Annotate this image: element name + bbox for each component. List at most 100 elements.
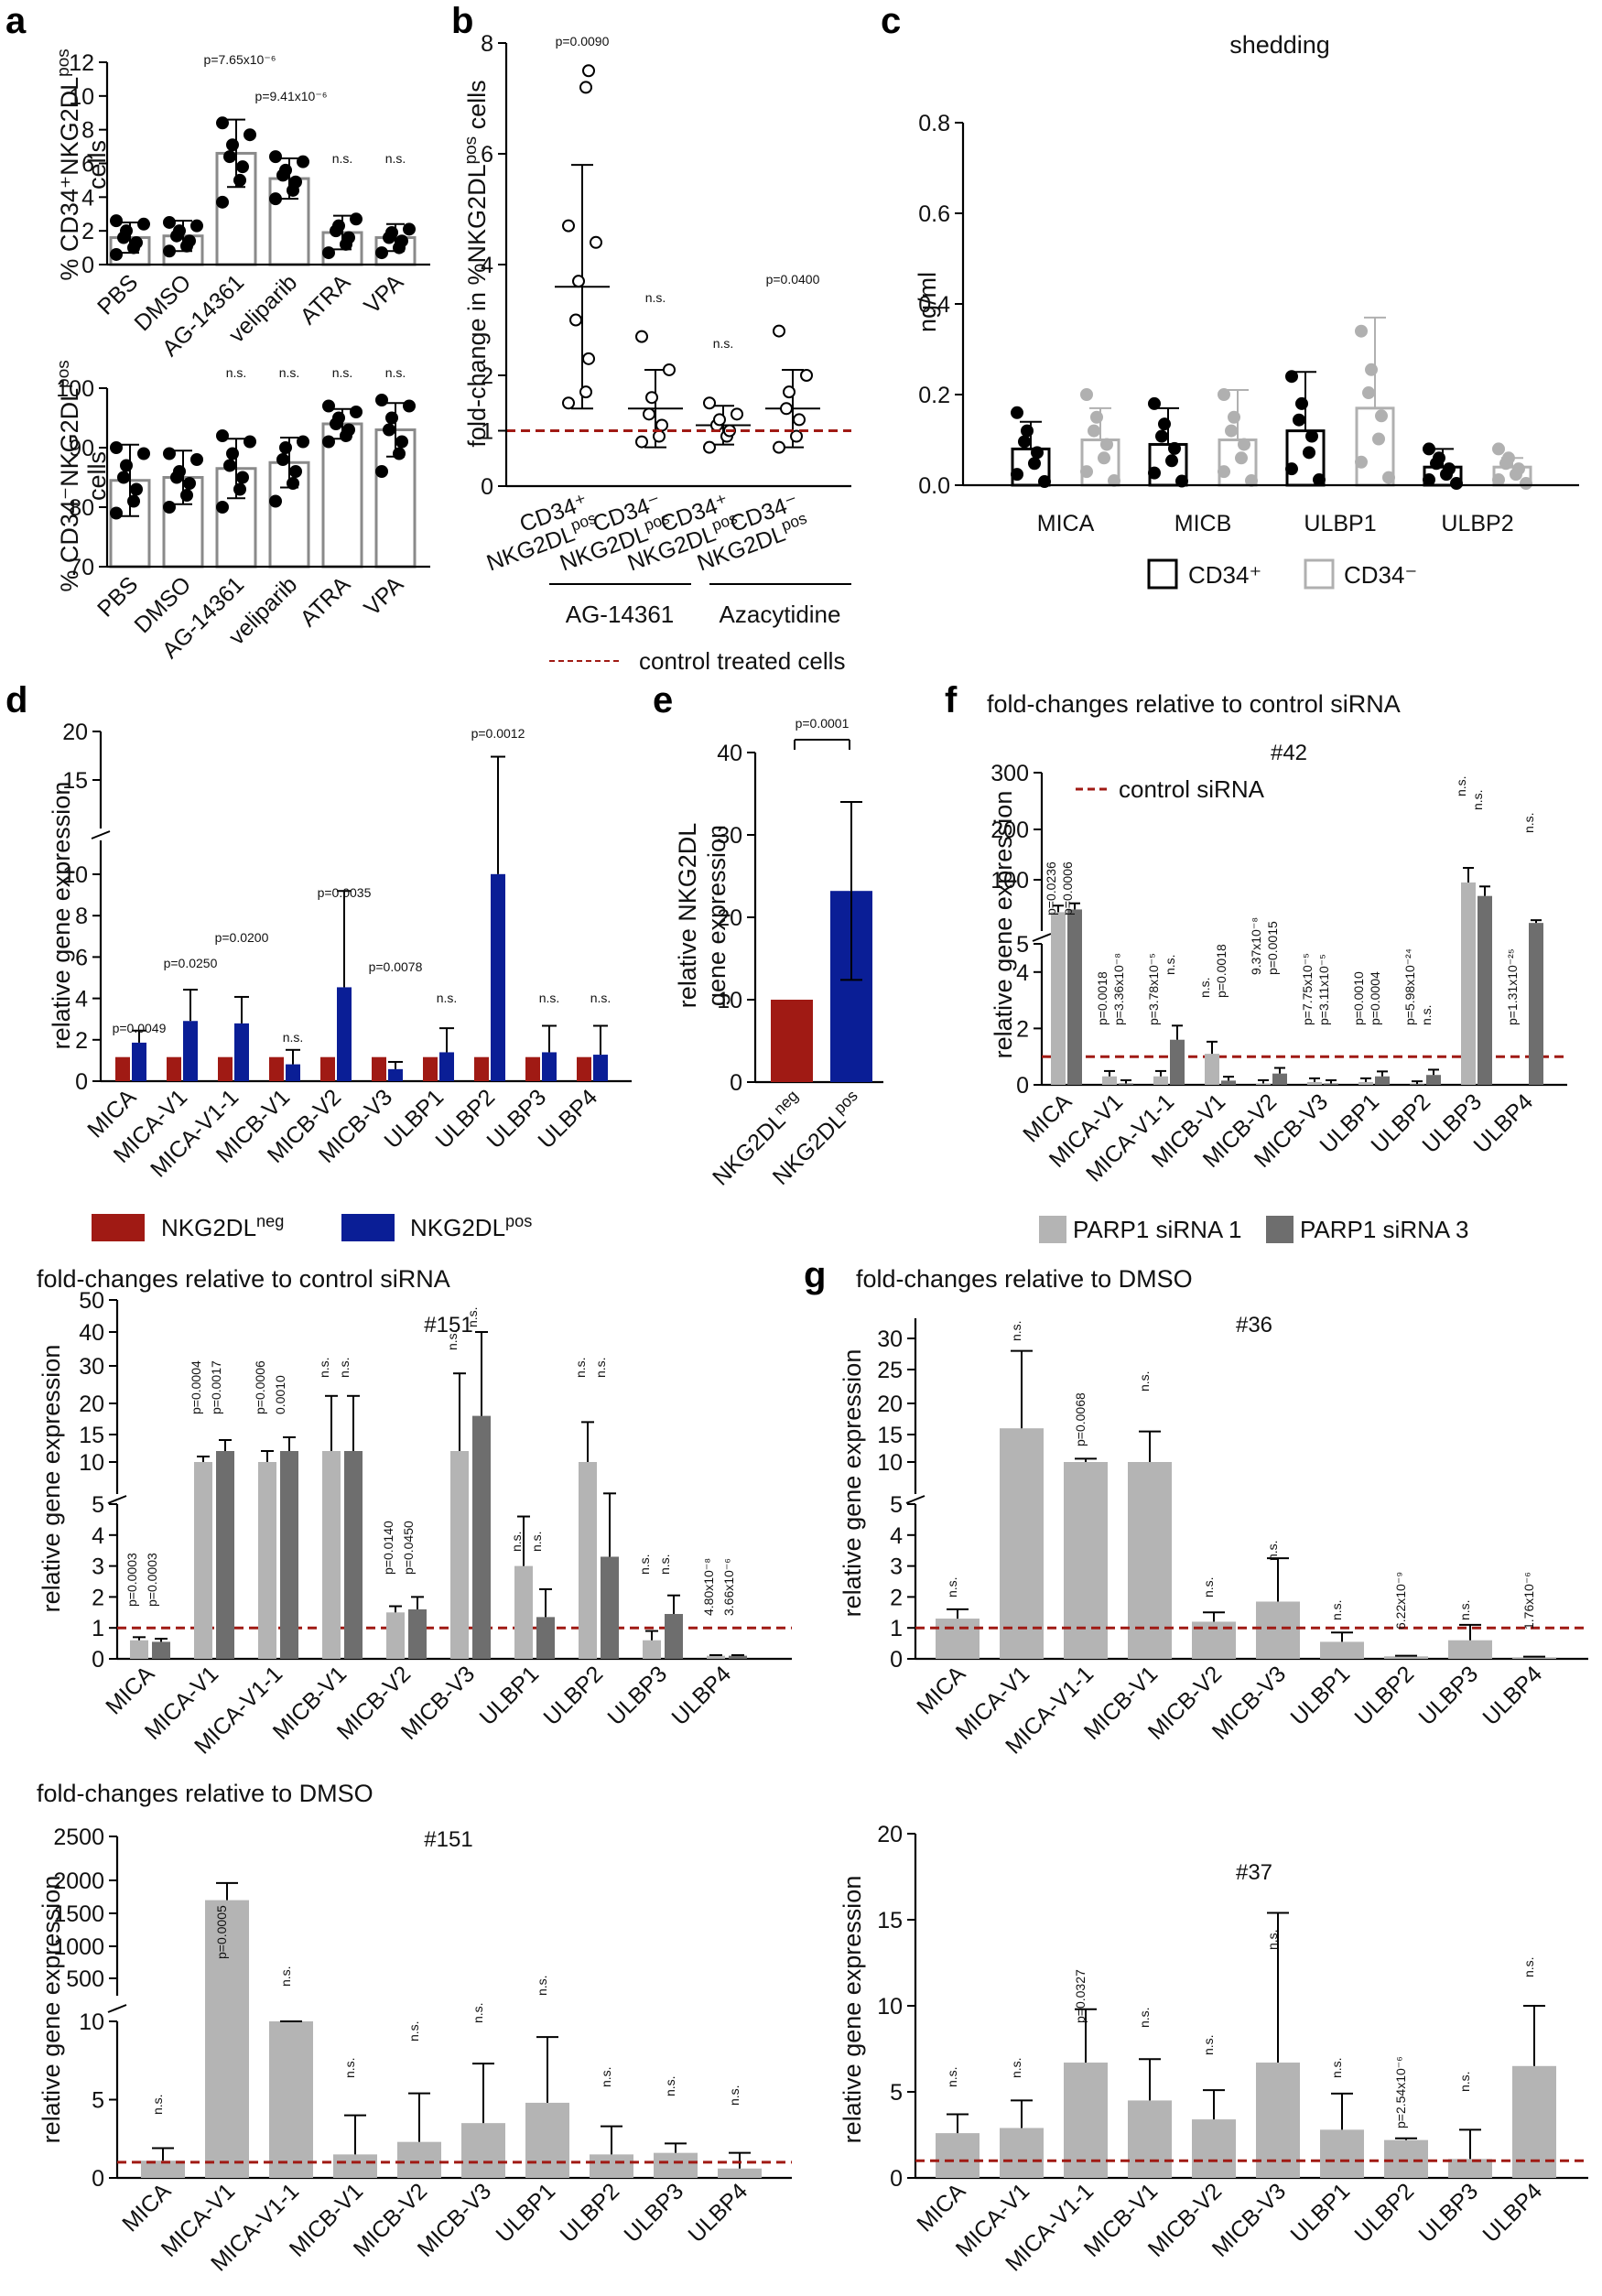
d-bar-pos: [388, 1068, 403, 1081]
f151-annotation: 0.0010: [273, 1375, 287, 1414]
f151-x-label: ULBP2: [538, 1661, 608, 1730]
g37-bar: [1064, 2063, 1108, 2178]
e-tick-label: 10: [717, 988, 742, 1013]
d-bar-pos: [337, 987, 352, 1081]
a-bottom-tick-label: 70: [69, 555, 94, 580]
b-group-label: AG-14361: [566, 601, 675, 628]
f42-annotation: p=0.0015: [1265, 921, 1280, 975]
f42-tick-label: 100: [990, 868, 1029, 893]
g37-x-label: ULBP3: [1413, 2178, 1483, 2247]
c-point: [1228, 410, 1240, 424]
dmso151-annotation: n.s.: [727, 2085, 741, 2106]
c-point: [1168, 441, 1181, 455]
b-annotation: p=0.0400: [766, 272, 820, 287]
a-bottom-point: [223, 459, 236, 472]
b-tick-label: 8: [481, 31, 493, 57]
a-top-point: [137, 217, 150, 231]
g37-tick-label: 10: [877, 1994, 903, 2020]
dmso151-tick-label: 0: [92, 2166, 104, 2192]
f151-title: fold-changes relative to control siRNA: [37, 1265, 450, 1293]
f151-tick-label: 50: [79, 1288, 104, 1314]
c-point: [1313, 473, 1326, 487]
a-top-point: [110, 214, 123, 228]
f42-tick-label: 2: [1016, 1016, 1029, 1042]
e-bar-neg: [771, 1000, 813, 1082]
dmso151-bar: [525, 2102, 569, 2178]
panel-label-c: c: [881, 1, 901, 41]
b-annotation: p=0.0090: [556, 34, 610, 49]
c-x-label: ULBP1: [1304, 511, 1376, 536]
dmso151-tick-label: 5: [92, 2088, 104, 2114]
c-point: [1155, 429, 1168, 443]
d-annotation: p=0.0250: [164, 956, 218, 970]
a-bottom-point: [190, 453, 203, 466]
f151-bar-sirna3: [601, 1556, 619, 1659]
g37-x-label: ULBP1: [1285, 2178, 1355, 2247]
a-top-tick-label: 4: [81, 185, 94, 211]
a-top-point: [322, 246, 335, 260]
f42-annotation: n.s.: [1419, 1004, 1434, 1025]
f151-bar-sirna1: [258, 1462, 276, 1659]
dmso151-bar: [590, 2154, 633, 2178]
d-annotation: p=0.0012: [471, 726, 525, 741]
f42-title: fold-changes relative to control siRNA: [987, 690, 1401, 718]
c-point: [1520, 477, 1532, 491]
g37-tick-label: 15: [877, 1908, 903, 1933]
d-bar-pos: [593, 1055, 608, 1081]
a-top-point: [120, 224, 133, 238]
dmso151-x-label: ULBP4: [683, 2178, 752, 2247]
a-bottom-point: [127, 494, 140, 508]
d-annotation: p=0.0049: [113, 1021, 167, 1035]
g37-bar: [1448, 2159, 1492, 2178]
f151-bar-sirna3: [216, 1451, 234, 1659]
f42-bar-sirna1: [1153, 1076, 1168, 1085]
c-point: [1382, 471, 1395, 484]
d-bar-pos: [439, 1052, 454, 1081]
f42-bar-sirna1: [1358, 1081, 1373, 1085]
c-point: [1148, 396, 1161, 410]
a-bottom-point: [276, 453, 289, 466]
dmso151-annotation: n.s.: [278, 1966, 293, 1987]
f151-bar-sirna1: [514, 1565, 533, 1659]
c-point: [1218, 465, 1230, 479]
f151-bar-sirna1: [386, 1612, 405, 1659]
f42-annotation: p=7.75x10⁻⁵: [1300, 953, 1315, 1025]
a-bottom-point: [393, 447, 406, 460]
d-break: [91, 830, 111, 839]
d-annotation: n.s.: [539, 991, 560, 1005]
d-bar-neg: [423, 1056, 438, 1081]
c-point: [1433, 451, 1445, 465]
b-point: [780, 402, 793, 416]
g36-x-label: ULBP1: [1285, 1661, 1355, 1730]
b-legend-label: control treated cells: [639, 647, 845, 675]
f-legend-label: PARP1 siRNA 1: [1073, 1216, 1241, 1243]
dmso151-bar: [718, 2168, 762, 2178]
g36-annotation: 6.22x10⁻⁹: [1393, 1572, 1408, 1630]
dmso151-bar: [269, 2021, 313, 2178]
a-top-x-label: ATRA: [296, 269, 356, 330]
g37-tick-label: 0: [890, 2166, 903, 2192]
g37-x-label: MICA: [912, 2178, 970, 2236]
dmso151-tick-label: 2500: [53, 1825, 104, 1850]
f151-x-label: ULBP3: [602, 1661, 672, 1730]
d-bar-pos: [286, 1064, 300, 1081]
c-point: [1090, 410, 1103, 424]
a-bottom-point: [279, 441, 292, 454]
a-bottom-tick-label: 90: [69, 436, 94, 461]
a-top-point: [350, 212, 363, 226]
g36-bar: [1320, 1641, 1364, 1659]
dmso151-annotation: n.s.: [535, 1975, 549, 1996]
c-point: [1492, 473, 1505, 487]
b-point: [643, 407, 655, 421]
dmso151-annotation: n.s.: [663, 2075, 677, 2096]
c-point: [1011, 468, 1023, 482]
g36-annotation: n.s.: [1009, 1320, 1023, 1341]
a-top-tick-label: 2: [81, 219, 94, 244]
c-tick-label: 0.0: [918, 473, 950, 499]
g37-bar: [1512, 2065, 1556, 2178]
f151-tick-label: 20: [79, 1392, 104, 1417]
g37-bar: [1192, 2119, 1236, 2178]
c-x-label: MICB: [1174, 511, 1232, 536]
g36-bar: [1064, 1462, 1108, 1659]
